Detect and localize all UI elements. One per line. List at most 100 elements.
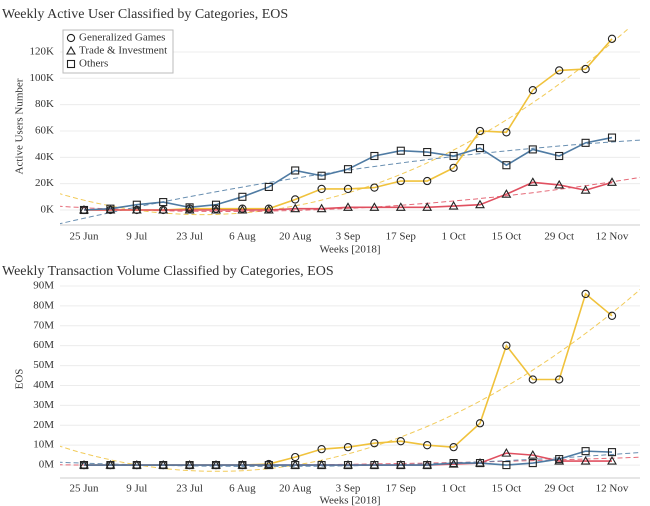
y-tick-label: 20K: [35, 177, 54, 189]
trend-line: [60, 288, 640, 472]
marker: [106, 461, 115, 470]
x-tick-label: 15 Oct: [492, 483, 522, 495]
marker: [343, 165, 353, 174]
x-tick-label: 15 Oct: [492, 231, 522, 243]
marker: [131, 204, 142, 214]
y-tick-label: 70M: [33, 319, 54, 331]
legend-label: Trade & Investment: [79, 45, 167, 57]
marker: [370, 151, 379, 161]
marker: [211, 204, 221, 214]
marker: [581, 447, 590, 456]
marker: [317, 461, 326, 470]
marker: [106, 204, 115, 213]
marker: [580, 455, 591, 465]
marker: [475, 419, 485, 428]
marker: [528, 145, 537, 154]
y-tick-label: 30M: [33, 399, 54, 411]
marker: [238, 192, 247, 201]
marker: [343, 461, 353, 470]
marker: [554, 179, 565, 189]
marker: [396, 437, 405, 446]
marker: [423, 176, 432, 186]
x-tick-label: 1 Oct: [442, 483, 466, 495]
marker: [423, 147, 432, 157]
plot: [60, 288, 640, 472]
x-axis-title: Weeks [2018]: [319, 244, 380, 256]
chart-title: Weekly Active User Classified by Categor…: [2, 7, 288, 22]
y-tick-label: 0M: [39, 459, 55, 471]
marker: [554, 455, 565, 465]
legend-box: [62, 29, 174, 74]
marker: [132, 200, 141, 209]
marker: [237, 204, 248, 214]
marker: [159, 198, 168, 207]
marker: [211, 461, 221, 470]
x-axis-title: Weeks [2018]: [319, 495, 380, 506]
marker: [370, 461, 379, 470]
y-tick-label: 60K: [35, 125, 54, 137]
marker: [158, 204, 169, 214]
x-tick-label: 1 Oct: [442, 231, 466, 243]
legend-label: Others: [79, 58, 108, 70]
marker: [555, 375, 564, 384]
marker: [264, 461, 273, 470]
y-tick-label: 60M: [33, 339, 54, 351]
y-tick-label: 20M: [33, 419, 54, 431]
marker: [502, 128, 511, 137]
trend-line: [60, 456, 640, 466]
marker: [449, 459, 458, 468]
marker: [396, 176, 405, 186]
marker: [528, 86, 537, 95]
legend-marker: [66, 33, 76, 43]
marker: [607, 34, 617, 43]
marker: [607, 448, 617, 457]
marker: [555, 151, 564, 161]
y-tick-label: 50M: [33, 359, 54, 371]
marker: [607, 455, 617, 465]
plot: [60, 28, 640, 225]
marker: [475, 126, 485, 136]
marker: [502, 461, 511, 470]
y-tick-label: 80K: [35, 98, 54, 110]
x-tick-label: 25 Jun: [69, 483, 99, 495]
marker: [343, 184, 353, 194]
x-tick-label: 23 Jul: [176, 231, 203, 243]
marker: [290, 203, 301, 213]
marker: [184, 204, 195, 214]
marker: [369, 202, 380, 211]
marker: [263, 204, 274, 214]
marker: [580, 185, 591, 194]
marker: [502, 341, 511, 350]
x-tick-label: 6 Aug: [229, 483, 256, 495]
x-tick-label: 25 Jun: [69, 231, 99, 243]
marker: [396, 146, 405, 155]
y-tick-label: 90M: [33, 280, 54, 292]
marker: [449, 151, 458, 161]
marker: [79, 461, 89, 470]
marker: [317, 444, 326, 454]
chart-title: Weekly Transaction Volume Classified by …: [2, 264, 334, 279]
marker: [395, 202, 406, 211]
x-tick-label: 29 Oct: [544, 231, 574, 243]
marker: [581, 138, 590, 147]
marker: [316, 203, 327, 213]
marker: [423, 461, 432, 470]
marker: [423, 441, 432, 450]
legend-marker: [66, 45, 76, 55]
marker: [185, 203, 194, 212]
x-tick-label: 3 Sep: [336, 483, 361, 495]
marker: [185, 461, 194, 470]
x-tick-label: 17 Sep: [386, 231, 417, 243]
x-tick-label: 12 Nov: [596, 231, 629, 243]
marker: [79, 205, 89, 215]
x-tick-label: 17 Sep: [386, 483, 417, 495]
marker: [581, 289, 590, 299]
marker: [291, 166, 300, 175]
trend-line: [60, 139, 640, 225]
x-tick-label: 9 Jul: [126, 231, 147, 243]
y-axis-title: Active Users Number: [14, 78, 26, 174]
marker: [159, 461, 168, 470]
series-line: [84, 450, 613, 466]
